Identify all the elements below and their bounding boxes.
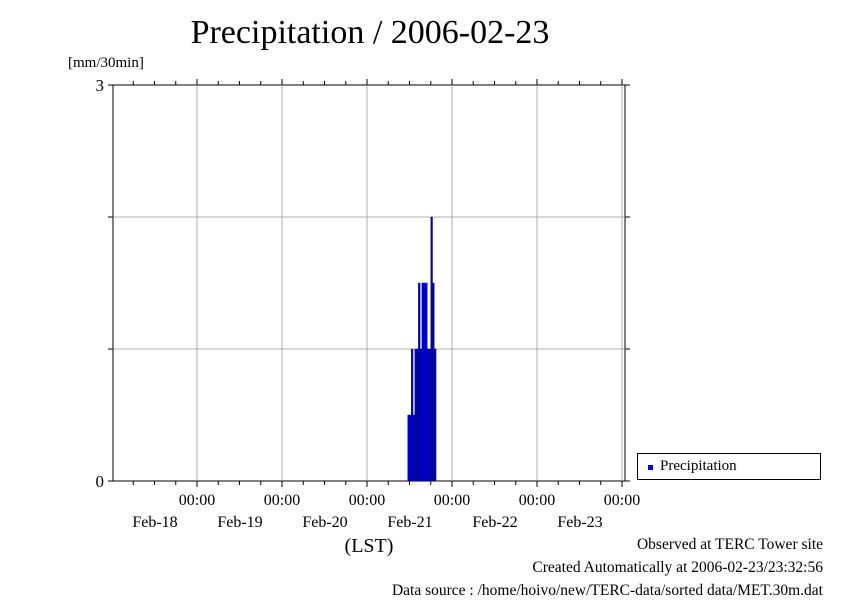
precipitation-bar: [432, 282, 435, 482]
x-tick-date-label: Feb-19: [217, 514, 262, 531]
precipitation-bar: [414, 348, 417, 482]
precipitation-bar: [411, 348, 414, 482]
precipitation-bar: [434, 348, 437, 482]
x-tick-time-label: 00:00: [434, 492, 470, 509]
source-note: Data source : /home/hoivo/new/TERC-data/…: [391, 582, 823, 599]
precipitation-bar: [409, 414, 412, 482]
legend: Precipitation: [637, 453, 821, 480]
x-tick-time-label: 00:00: [349, 492, 385, 509]
x-tick-date-label: Feb-23: [557, 514, 602, 531]
x-tick-time-label: 00:00: [179, 492, 215, 509]
observed-note: Observed at TERC Tower site: [636, 536, 823, 553]
precipitation-bar: [428, 348, 431, 482]
precipitation-bar: [412, 414, 416, 482]
precipitation-bar: [407, 414, 410, 482]
y-unit-label: [mm/30min]: [68, 55, 144, 71]
created-note: Created Automatically at 2006-02-23/23:3…: [532, 559, 823, 576]
x-tick-date-label: Feb-20: [302, 514, 347, 531]
plot-area: [112, 84, 626, 482]
y-tick-label: 3: [96, 76, 105, 95]
precipitation-bar: [427, 348, 430, 482]
x-axis-label: (LST): [345, 535, 394, 557]
precipitation-bar: [425, 282, 428, 482]
x-tick-time-label: 00:00: [264, 492, 300, 509]
precipitation-bar: [423, 282, 426, 482]
x-tick-date-label: Feb-18: [132, 514, 177, 531]
precipitation-bar: [421, 282, 424, 482]
legend-swatch: [648, 465, 653, 470]
precipitation-bar: [419, 348, 423, 482]
precipitation-bar: [416, 348, 419, 482]
precipitation-bar: [418, 282, 421, 482]
x-tick-date-label: Feb-21: [387, 514, 432, 531]
chart-title: Precipitation / 2006-02-23: [190, 14, 550, 51]
x-tick-time-label: 00:00: [604, 492, 640, 509]
x-tick-date-label: Feb-22: [472, 514, 517, 531]
legend-label: Precipitation: [660, 458, 737, 474]
y-tick-label: 0: [96, 472, 105, 491]
x-tick-time-label: 00:00: [519, 492, 555, 509]
precipitation-bar: [430, 216, 433, 482]
